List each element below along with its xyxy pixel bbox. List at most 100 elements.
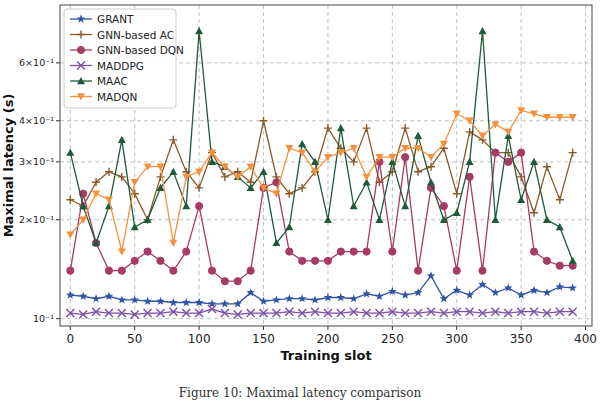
- point: [362, 289, 371, 297]
- point: [131, 179, 139, 186]
- series: [67, 149, 577, 285]
- tick: [263, 326, 264, 330]
- point: [517, 291, 526, 299]
- point: [79, 217, 87, 224]
- point: [299, 257, 306, 264]
- point: [92, 308, 100, 316]
- point: [311, 295, 320, 303]
- point: [440, 309, 448, 317]
- point: [349, 294, 358, 302]
- grid-line: [60, 318, 592, 319]
- point: [118, 136, 126, 143]
- point: [401, 309, 409, 317]
- grid: [60, 5, 592, 326]
- point: [221, 278, 228, 285]
- point: [350, 248, 357, 255]
- point: [285, 190, 293, 198]
- point: [131, 257, 138, 264]
- tick: [56, 161, 60, 162]
- point: [208, 149, 216, 156]
- legend-marker: [77, 46, 84, 53]
- point: [517, 308, 525, 316]
- point: [79, 202, 87, 209]
- point: [311, 168, 319, 175]
- point: [556, 308, 564, 316]
- point: [221, 309, 229, 317]
- point: [453, 111, 461, 118]
- tick: [56, 219, 60, 220]
- point: [247, 267, 254, 274]
- point: [324, 257, 331, 264]
- legend-label: GRANT: [97, 13, 134, 25]
- point: [182, 309, 190, 317]
- point: [543, 163, 551, 171]
- point: [324, 124, 332, 132]
- legend-marker: [77, 93, 85, 100]
- point: [543, 288, 552, 296]
- tick-label: 400: [574, 332, 597, 346]
- point: [233, 299, 242, 307]
- grid-line: [60, 120, 592, 121]
- point: [144, 216, 152, 223]
- series: [66, 305, 576, 318]
- point: [350, 145, 358, 152]
- point: [182, 298, 191, 306]
- point: [375, 216, 383, 223]
- point: [92, 239, 99, 246]
- point: [66, 309, 74, 317]
- point: [453, 308, 461, 316]
- point: [530, 286, 539, 294]
- tick-label: 50: [127, 332, 142, 346]
- point: [195, 309, 203, 317]
- point: [491, 121, 499, 128]
- point: [183, 248, 190, 255]
- point: [195, 168, 203, 175]
- point: [530, 111, 538, 118]
- point: [66, 291, 75, 299]
- point: [337, 293, 346, 301]
- point: [298, 140, 306, 147]
- point: [92, 190, 100, 197]
- point: [440, 203, 447, 210]
- grid-line: [456, 5, 457, 326]
- point: [492, 149, 499, 156]
- grid-line: [327, 5, 328, 326]
- point: [530, 209, 538, 217]
- point: [543, 257, 550, 264]
- point: [221, 163, 229, 170]
- point: [156, 163, 164, 170]
- point: [195, 298, 204, 306]
- point: [337, 248, 344, 255]
- point: [170, 267, 177, 274]
- series-line: [70, 153, 572, 282]
- point: [350, 202, 358, 209]
- legend: GRANTGNN-based ACGNN-based DQNMADDPGMAAC…: [64, 9, 184, 108]
- point: [568, 283, 577, 291]
- point: [260, 168, 268, 175]
- point: [363, 248, 370, 255]
- legend-label: MADQN: [97, 91, 137, 103]
- point: [389, 248, 396, 255]
- point: [311, 308, 319, 316]
- point: [440, 294, 449, 302]
- point: [427, 154, 435, 161]
- grid-line: [585, 5, 586, 326]
- point: [157, 257, 164, 264]
- point: [311, 158, 319, 165]
- point: [505, 158, 512, 165]
- point: [414, 288, 423, 296]
- point: [414, 145, 422, 152]
- point: [144, 309, 152, 317]
- point: [479, 27, 487, 34]
- tick-label: 300: [445, 332, 468, 346]
- point: [272, 309, 280, 317]
- point: [324, 216, 332, 223]
- point: [105, 309, 113, 317]
- point: [337, 309, 345, 317]
- point: [234, 310, 242, 318]
- point: [517, 107, 525, 114]
- tick: [521, 326, 522, 330]
- point: [324, 293, 333, 301]
- point: [246, 288, 255, 296]
- point: [363, 174, 371, 181]
